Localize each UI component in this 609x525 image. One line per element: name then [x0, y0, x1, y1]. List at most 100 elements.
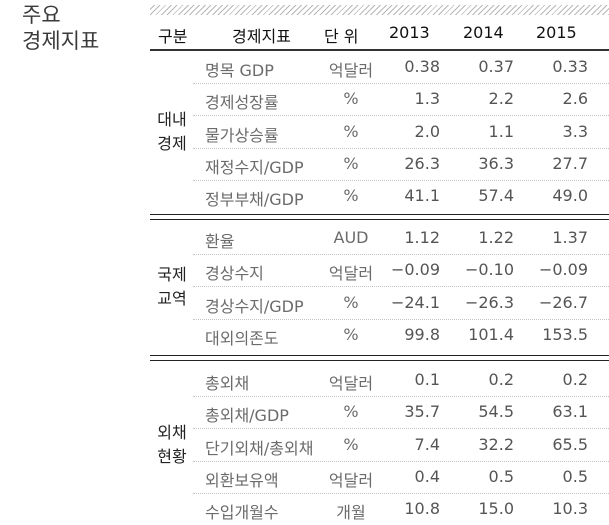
indicator-unit: 개월	[336, 503, 366, 523]
value-2015: 1.37	[552, 228, 588, 247]
indicator-name: 재정수지/GDP	[205, 157, 304, 177]
indicator-name: 환율	[205, 232, 235, 251]
value-2013: 2.0	[414, 121, 440, 141]
table-row: 물가상승률% 2.0 1.1 3.3	[193, 116, 609, 149]
value-2013: −24.1	[390, 292, 440, 312]
indicator-unit: %	[343, 121, 359, 141]
page-title: 주요 경제지표	[22, 2, 99, 54]
value-2014: −26.3	[464, 292, 514, 312]
indicator-name: 총외채	[205, 374, 250, 393]
table-row: 경상수지/GDP% −24.1 −26.3 −26.7	[193, 287, 609, 320]
group-separator	[150, 214, 609, 220]
header-indicator: 경제지표	[232, 27, 291, 46]
value-2013: 7.4	[414, 434, 440, 454]
indicator-name: 경제성장률	[205, 93, 279, 113]
indicator-unit: %	[343, 292, 359, 312]
value-2013: 0.4	[414, 466, 440, 486]
value-2015: 0.33	[552, 57, 588, 76]
table-row: 경제성장률% 1.3 2.2 2.6	[193, 83, 609, 117]
value-2014: 1.1	[488, 121, 514, 141]
category-label: 국제 교역	[152, 263, 192, 311]
header-year-3: 2015	[536, 23, 577, 42]
value-2015: 10.3	[552, 499, 588, 519]
indicator-unit: %	[343, 402, 359, 422]
table-row: 대외의존도% 99.8 101.4 153.5	[193, 319, 609, 351]
indicator-name: 명목 GDP	[205, 61, 274, 80]
value-2014: 36.3	[478, 153, 514, 173]
value-2013: 10.8	[404, 499, 440, 519]
header-category: 구분	[158, 27, 188, 46]
value-2013: 0.1	[414, 370, 440, 389]
value-2014: 32.2	[478, 434, 514, 454]
indicator-unit: %	[343, 186, 359, 206]
value-2015: 63.1	[552, 402, 588, 422]
value-2015: 49.0	[552, 186, 588, 206]
table-row: 재정수지/GDP% 26.3 36.3 27.7	[193, 148, 609, 181]
category-label-line: 현황	[157, 446, 187, 466]
title-line-1: 주요	[22, 3, 61, 27]
value-2014: 0.2	[488, 370, 514, 389]
value-2015: 3.3	[562, 121, 588, 141]
table-header: 구분 경제지표 단 위 2013 2014 2015	[150, 15, 609, 51]
table-top-hatch	[150, 5, 609, 15]
group-separator	[150, 355, 609, 361]
indicator-name: 수입개월수	[205, 503, 279, 523]
indicator-name: 대외의존도	[205, 328, 279, 348]
value-2015: 65.5	[552, 434, 588, 454]
value-2015: 2.6	[562, 89, 588, 109]
table-row: 외환보유액 억달러 0.4 0.5 0.5	[193, 461, 609, 494]
value-2015: −26.7	[538, 292, 588, 312]
value-2013: 35.7	[404, 402, 440, 422]
indicator-unit: AUD	[333, 228, 369, 247]
value-2014: 15.0	[478, 499, 514, 519]
indicator-name: 경상수지/GDP	[205, 296, 304, 316]
value-2014: −0.10	[464, 260, 514, 280]
value-2013: 0.38	[404, 57, 440, 76]
indicator-unit: %	[343, 324, 359, 344]
value-2014: 54.5	[478, 402, 514, 422]
table-row: 총외채/GDP% 35.7 54.5 63.1	[193, 396, 609, 430]
category-label-line: 경제	[157, 133, 187, 153]
indicator-name: 정부부채/GDP	[205, 190, 304, 210]
table-row: 단기외채/총외채% 7.4 32.2 65.5	[193, 429, 609, 462]
indicator-unit: %	[343, 89, 359, 109]
value-2015: 153.5	[542, 324, 588, 344]
indicator-unit: 억달러	[328, 61, 374, 80]
indicator-name: 외환보유액	[205, 470, 279, 490]
value-2015: 27.7	[552, 153, 588, 173]
value-2013: 41.1	[404, 186, 440, 206]
value-2014: 0.37	[478, 57, 514, 76]
value-2014: 57.4	[478, 186, 514, 206]
value-2015: −0.09	[538, 260, 588, 280]
value-2013: 99.8	[404, 324, 440, 344]
category-label-line: 교역	[157, 288, 187, 308]
value-2014: 1.22	[478, 228, 514, 247]
indicator-name: 단기외채/총외채	[205, 438, 314, 458]
category-label-line: 대내	[157, 109, 187, 129]
value-2014: 0.5	[488, 466, 514, 486]
value-2014: 2.2	[488, 89, 514, 109]
category-label-line: 외채	[157, 422, 187, 442]
value-2014: 101.4	[468, 324, 514, 344]
table-row: 명목 GDP 억달러 0.38 0.37 0.33	[193, 51, 609, 84]
value-2013: 1.12	[404, 228, 440, 247]
header-year-1: 2013	[389, 23, 430, 42]
indicator-name: 물가상승률	[205, 125, 279, 145]
indicator-unit: 억달러	[328, 264, 374, 284]
indicator-name: 총외채/GDP	[205, 406, 289, 426]
value-2013: −0.09	[390, 260, 440, 280]
indicator-name: 경상수지	[205, 264, 264, 284]
table-row: 정부부채/GDP% 41.1 57.4 49.0	[193, 180, 609, 212]
value-2015: 0.5	[562, 466, 588, 486]
indicator-unit: 억달러	[328, 374, 374, 393]
indicator-unit: %	[343, 434, 359, 454]
value-2013: 1.3	[414, 89, 440, 109]
table-row: 환율 AUD 1.12 1.22 1.37	[193, 222, 609, 255]
table-row: 수입개월수 개월 10.8 15.0 10.3	[193, 493, 609, 525]
header-year-2: 2014	[463, 23, 504, 42]
value-2015: 0.2	[562, 370, 588, 389]
indicator-unit: %	[343, 153, 359, 173]
